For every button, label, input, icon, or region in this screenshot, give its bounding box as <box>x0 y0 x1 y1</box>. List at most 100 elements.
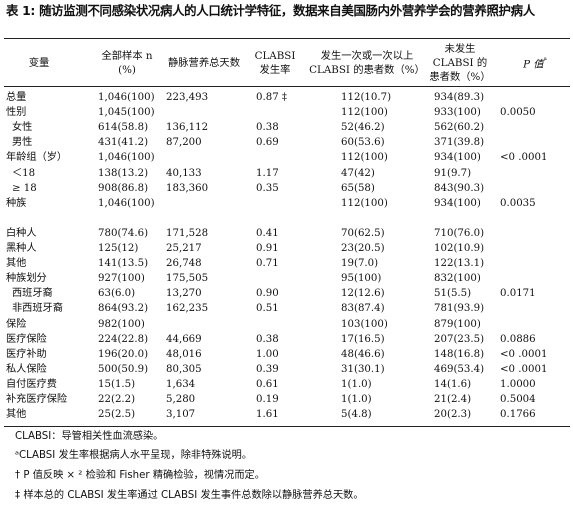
row-with-clabsi: 83(87.4) <box>341 303 385 315</box>
row-days: 3,107 <box>166 409 196 421</box>
row-rate: 0.35 <box>256 182 279 194</box>
row-p-value: 0.5004 <box>500 394 536 405</box>
row-without-clabsi: 20(2.3) <box>434 409 472 421</box>
row-days: 136,112 <box>166 122 209 134</box>
row-with-clabsi: 95(100) <box>341 273 382 285</box>
row-total-n: 982(100) <box>98 318 145 330</box>
row-without-clabsi: 51(5.5) <box>434 288 472 300</box>
row-total-n: 1,046(100) <box>98 152 155 164</box>
row-label: 性别 <box>6 107 27 119</box>
row-without-clabsi: 207(23.5) <box>434 333 485 345</box>
row-total-n: 1,045(100) <box>98 107 155 119</box>
row-rate: 0.19 <box>256 394 279 405</box>
header-p-text: P 值 <box>523 58 544 71</box>
row-without-clabsi: 879(100) <box>434 318 481 330</box>
row-total-n: 780(74.6) <box>98 227 149 239</box>
row-days: 223,493 <box>166 92 209 103</box>
row-total-n: 125(12) <box>98 243 139 254</box>
row-with-clabsi: 47(42) <box>341 167 375 179</box>
row-without-clabsi: 562(60.2) <box>434 122 485 134</box>
row-days: 1,634 <box>166 378 196 390</box>
footnote-abbrev: CLABSI：导管相关性血流感染。 <box>15 431 164 442</box>
header-rate-line2: 发生率 <box>259 64 291 76</box>
row-rate: 0.39 <box>256 363 279 375</box>
row-rate: 0.87 ‡ <box>256 92 288 103</box>
row-label: 私人保险 <box>6 363 47 375</box>
row-label: 女性 <box>12 122 33 134</box>
row-without-clabsi: 933(100) <box>434 107 481 119</box>
row-p-value: 0.0886 <box>500 333 536 345</box>
row-without-clabsi: 710(76.0) <box>434 227 485 239</box>
row-without-clabsi: 91(9.7) <box>434 167 472 179</box>
row-total-n: 431(41.2) <box>98 137 149 149</box>
row-days: 25,217 <box>166 243 202 254</box>
row-without-clabsi: 371(39.8) <box>434 137 485 149</box>
footnote-rate: ᵃCLABSI 发生率根据病人水平呈现，除非特殊说明。 <box>15 450 253 461</box>
row-total-n: 500(50.9) <box>98 363 149 375</box>
header-without-clabsi-line2: CLABSI 的 <box>432 57 488 69</box>
row-total-n: 15(1.5) <box>98 378 136 390</box>
header-variable-text: 变量 <box>28 57 50 69</box>
row-with-clabsi: 1(1.0) <box>341 394 372 405</box>
row-with-clabsi: 112(10.7) <box>341 92 392 103</box>
row-without-clabsi: 21(2.4) <box>434 394 472 405</box>
row-total-n: 25(2.5) <box>98 409 136 421</box>
row-rate: 0.61 <box>256 378 279 390</box>
row-without-clabsi: 934(100) <box>434 152 481 164</box>
row-without-clabsi: 14(1.6) <box>434 378 472 390</box>
row-without-clabsi: 102(10.9) <box>434 243 485 254</box>
row-p-value: <0 .0001 <box>500 348 548 360</box>
row-days: 48,016 <box>166 348 202 360</box>
row-with-clabsi: 103(100) <box>341 318 388 330</box>
row-without-clabsi: 832(100) <box>434 273 481 285</box>
footnote-pvalue: † P 值反映 × ² 检验和 Fisher 精确检验，视情况而定。 <box>15 470 265 481</box>
row-with-clabsi: 48(46.6) <box>341 348 385 360</box>
row-days: 80,305 <box>166 363 202 375</box>
row-days: 162,235 <box>166 303 209 315</box>
row-with-clabsi: 17(16.5) <box>341 333 385 345</box>
row-with-clabsi: 23(20.5) <box>341 243 385 254</box>
header-with-clabsi-line1: 发生一次或一次以上 <box>320 50 414 62</box>
row-rate: 1.00 <box>256 348 279 360</box>
row-rate: 1.17 <box>256 167 279 179</box>
row-label: 西班牙裔 <box>12 288 53 300</box>
table-header-rule <box>4 86 570 87</box>
row-total-n: 196(20.0) <box>98 348 149 360</box>
header-with-clabsi-line2: CLABSI 的患者数（%） <box>309 64 425 76</box>
row-label: 年龄组（岁） <box>6 152 68 164</box>
row-rate: 0.69 <box>256 137 279 149</box>
row-days: 5,280 <box>166 394 196 405</box>
row-with-clabsi: 70(62.5) <box>341 227 385 239</box>
row-days: 171,528 <box>166 227 209 239</box>
row-label: 其他 <box>6 258 27 270</box>
header-p-mark: ᵃ <box>543 56 547 67</box>
header-without-clabsi: 未发生 CLABSI 的患者数（%） <box>420 42 500 84</box>
row-with-clabsi: 19(7.0) <box>341 258 379 270</box>
row-with-clabsi: 12(12.6) <box>341 288 385 300</box>
row-rate: 0.41 <box>256 227 279 239</box>
row-p-value: <0 .0001 <box>500 152 548 164</box>
row-rate: 0.38 <box>256 333 279 345</box>
header-total-n: 全部样本 n (%) <box>88 42 166 84</box>
row-days: 175,505 <box>166 273 209 285</box>
row-total-n: 864(93.2) <box>98 303 149 315</box>
row-days: 40,133 <box>166 167 202 179</box>
row-without-clabsi: 469(53.4) <box>434 363 485 375</box>
row-total-n: 614(58.8) <box>98 122 149 134</box>
row-total-n: 141(13.5) <box>98 258 149 270</box>
header-rate: CLABSI 发生率 <box>244 42 306 84</box>
table-title: 表 1: 随访监测不同感染状况病人的人口统计学特征，数据来自美国肠内外营养学会的… <box>6 3 535 18</box>
row-days: 26,748 <box>166 258 202 270</box>
row-p-value: 1.0000 <box>500 378 536 390</box>
row-with-clabsi: 52(46.2) <box>341 122 385 134</box>
row-total-n: 927(100) <box>98 273 145 285</box>
row-label: 男性 <box>12 137 33 149</box>
header-days-text: 静脉营养总天数 <box>167 57 241 69</box>
row-with-clabsi: 112(100) <box>341 197 388 209</box>
row-days: 44,669 <box>166 333 202 345</box>
row-with-clabsi: 60(53.6) <box>341 137 385 149</box>
row-total-n: 138(13.2) <box>98 167 149 179</box>
row-rate: 0.38 <box>256 122 279 134</box>
row-p-value: 0.0035 <box>500 197 536 209</box>
row-label: 黑种人 <box>6 243 37 254</box>
